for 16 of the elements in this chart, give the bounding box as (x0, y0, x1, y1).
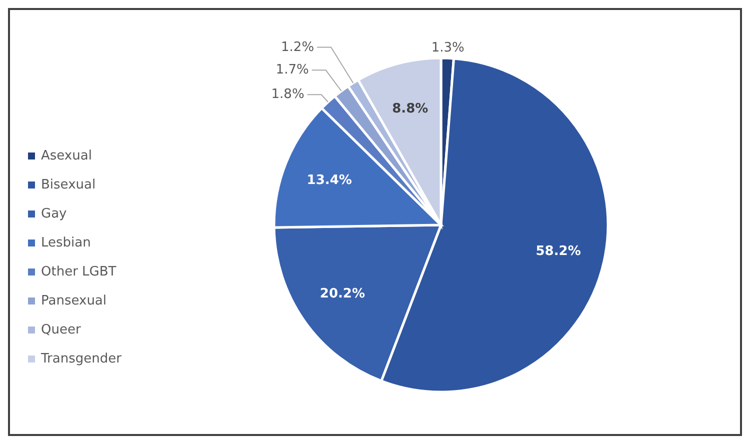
data-label: 1.7% (276, 62, 309, 78)
legend-label: Other LGBT (41, 264, 116, 280)
data-label: 1.8% (271, 87, 304, 102)
data-label: 58.2% (536, 244, 581, 259)
data-label: 20.2% (320, 286, 366, 302)
legend-label: Bisexual (41, 178, 96, 192)
legend-label: Asexual (41, 148, 92, 164)
legend-label: Gay (41, 206, 68, 222)
legend-label: Lesbian (41, 236, 91, 250)
legend-label: Queer (41, 322, 82, 338)
legend-label: Pansexual (41, 294, 107, 308)
data-label: 13.4% (306, 172, 352, 188)
data-label: 1.3% (431, 40, 464, 56)
data-label: 1.2% (281, 40, 314, 55)
legend-label: Transgender (40, 352, 122, 366)
data-label: 8.8% (392, 101, 428, 116)
